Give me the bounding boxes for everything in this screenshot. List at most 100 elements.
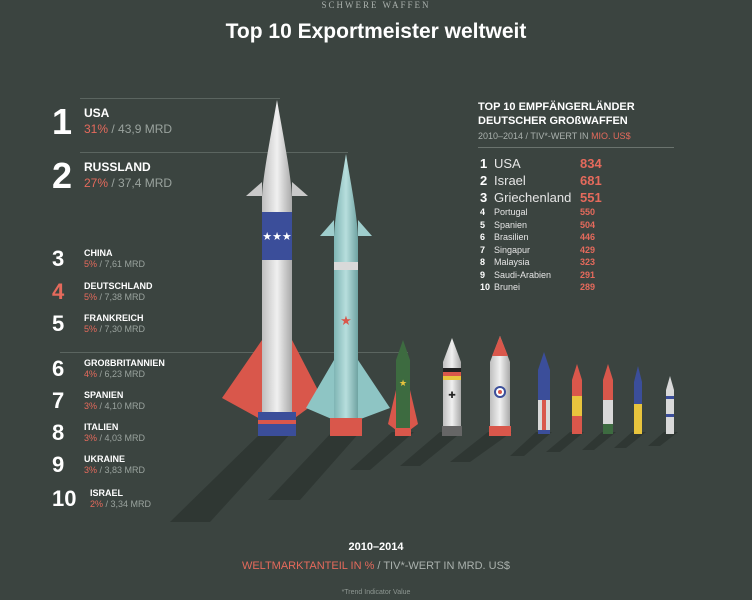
recipient-country: Singapur [494,244,531,255]
recipient-value: 551 [580,190,602,205]
rank-number: 10 [52,486,77,511]
exporter-rank-1: 1 USA 31% / 43,9 MRD [52,104,292,144]
recipient-rank: 4 [480,207,486,217]
market-share: 2% [90,499,104,509]
recipient-row: 2 Israel 681 [478,173,738,190]
country-name: CHINA [84,248,113,258]
rank-number: 9 [52,452,65,477]
export-value: 3% / 4,03 MRD [84,433,145,443]
recipient-value: 834 [580,156,602,171]
country-name: ITALIEN [84,422,119,432]
rocket-china: ★ [388,340,418,436]
recipient-row: 5 Spanien 504 [478,220,738,233]
tiv-value: / 6,23 MRD [97,369,146,379]
svg-text:★: ★ [340,314,352,329]
divider-line [60,352,408,353]
recipient-country: Saudi-Arabien [494,269,552,280]
country-name: USA [84,106,110,120]
rocket-russia: ★ [306,154,390,436]
recipients-panel: TOP 10 EMPFÄNGERLÄNDER DEUTSCHER GROßWAF… [478,100,738,295]
market-share: 5% [84,292,98,302]
recipient-row: 3 Griechenland 551 [478,190,738,207]
recipient-row: 9 Saudi-Arabien 291 [478,270,738,283]
recipient-country: Malaysia [494,257,530,267]
export-value: 3% / 4,10 MRD [84,401,145,411]
recipients-heading-line1: TOP 10 EMPFÄNGERLÄNDER [478,101,635,113]
legend-value-label: / TIV*-WERT IN MRD. US$ [374,560,511,572]
footer-legend: WELTMARKTANTEIL IN % / TIV*-WERT IN MRD.… [0,560,752,572]
recipient-rank: 9 [480,269,486,280]
export-value: 3% / 3,83 MRD [84,465,145,475]
tiv-value: / 7,38 MRD [97,292,146,302]
svg-text:★: ★ [399,379,407,389]
rank-number: 8 [52,420,65,445]
export-value: 27% / 37,4 MRD [84,176,172,190]
export-value: 5% / 7,61 MRD [84,259,145,269]
recipients-subtitle-unit: MIO. US$ [591,131,631,141]
country-name: GROßBRITANNIEN [84,358,165,368]
exporter-rank-7: 7 SPANIEN 3% / 4,10 MRD [52,390,292,430]
recipient-row: 1 USA 834 [478,156,738,173]
recipient-row: 7 Singapur 429 [478,245,738,258]
rocket-ukraine [634,366,642,434]
recipients-subtitle: 2010–2014 / TIV*-WERT IN MIO. US$ [478,131,738,141]
rocket-israel [666,376,674,434]
exporter-rank-4: 4 DEUTSCHLAND 5% / 7,38 MRD [52,281,292,321]
recipient-rank: 5 [480,219,486,230]
recipient-value: 504 [580,219,596,230]
recipient-country: Brunei [494,282,521,292]
market-share: 27% [84,176,109,190]
recipient-rank: 10 [480,282,491,292]
recipient-row: 8 Malaysia 323 [478,257,738,270]
tiv-value: / 3,83 MRD [97,465,146,475]
market-share: 5% [84,259,98,269]
tiv-value: / 7,30 MRD [97,324,146,334]
country-name: FRANKREICH [84,313,144,323]
recipient-value: 429 [580,244,596,255]
tiv-value: / 4,10 MRD [97,401,146,411]
recipient-country: Griechenland [494,190,572,205]
export-value: 4% / 6,23 MRD [84,369,145,379]
exporter-rank-10: 10 ISRAEL 2% / 3,34 MRD [52,488,292,528]
market-share: 3% [84,465,98,475]
kicker-label: SCHWERE WAFFEN [321,0,431,10]
rocket-germany: ✚ [442,338,462,436]
export-value: 5% / 7,30 MRD [84,324,145,334]
country-name: DEUTSCHLAND [84,281,153,291]
recipient-rank: 7 [480,244,486,255]
rank-number: 2 [52,155,73,196]
export-value: 31% / 43,9 MRD [84,122,172,136]
export-value: 5% / 7,38 MRD [84,292,145,302]
recipient-value: 681 [580,173,602,188]
recipient-row: 10 Brunei 289 [478,282,738,295]
rocket-shadows [170,432,678,522]
recipient-rank: 3 [480,190,488,205]
recipient-value: 289 [580,282,596,292]
page-title: Top 10 Exportmeister weltweit [225,20,527,43]
tiv-value: / 7,61 MRD [97,259,146,269]
recipient-value: 550 [580,207,596,217]
recipient-rank: 2 [480,173,488,188]
recipient-country: Israel [494,173,526,188]
market-share: 5% [84,324,98,334]
rank-number: 4 [52,279,65,304]
recipient-value: 446 [580,232,596,242]
rocket-uk [538,352,550,434]
rocket-france [489,336,511,436]
divider-line [80,98,280,99]
rank-number: 6 [52,356,65,381]
exporter-rank-9: 9 UKRAINE 3% / 3,83 MRD [52,454,292,494]
rank-number: 7 [52,388,65,413]
rocket-usa: ★★★ [222,100,322,436]
rank-number: 3 [52,246,65,271]
recipients-heading-line2: DEUTSCHER GROßWAFFEN [478,115,628,127]
recipient-value: 291 [580,269,596,280]
recipient-country: USA [494,156,521,171]
recipient-rank: 6 [480,232,486,242]
divider-line [478,147,674,148]
recipient-country: Brasilien [494,232,529,242]
rocket-spain [572,364,582,434]
exporter-rank-2: 2 RUSSLAND 27% / 37,4 MRD [52,158,292,198]
tiv-value: / 4,03 MRD [97,433,146,443]
